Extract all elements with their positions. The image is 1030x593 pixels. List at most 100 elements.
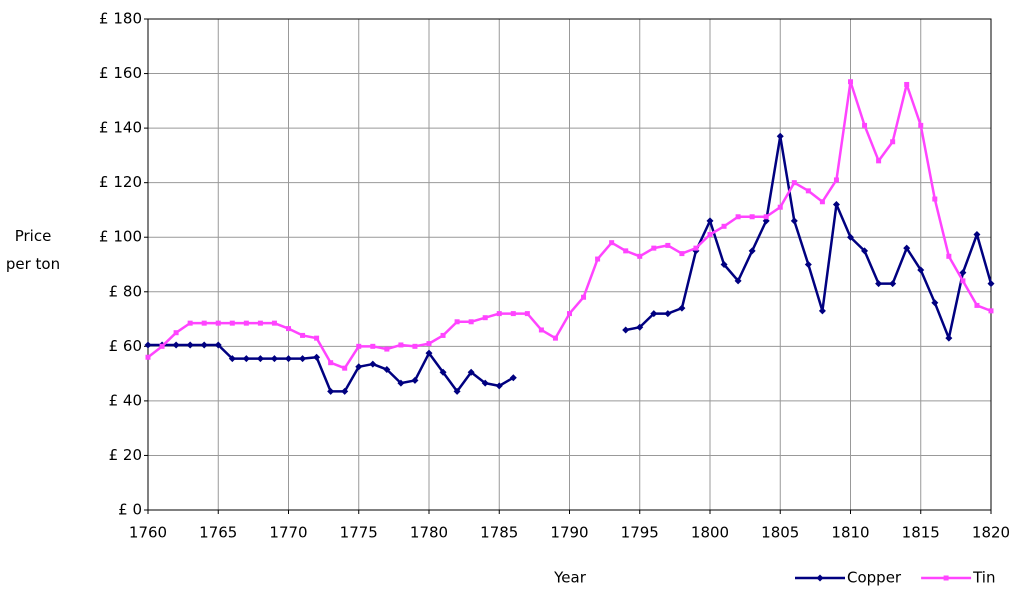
point [748, 247, 756, 255]
y-tick-label: £ 60 [109, 337, 142, 355]
point [425, 349, 433, 357]
point [721, 223, 727, 229]
point [229, 320, 235, 326]
point [776, 132, 784, 140]
point [945, 334, 953, 342]
point [481, 379, 489, 387]
x-tick-label: 1795 [621, 524, 659, 542]
point [931, 299, 939, 307]
point [833, 177, 839, 183]
point [665, 242, 671, 248]
point [567, 311, 572, 317]
point [187, 320, 193, 326]
point [355, 363, 363, 371]
point [988, 308, 994, 314]
point [875, 280, 883, 288]
point [974, 302, 980, 308]
point [791, 180, 797, 186]
x-tick-label: 1810 [831, 524, 869, 542]
point [186, 341, 194, 349]
point [145, 354, 151, 360]
x-tick-label: 1785 [480, 524, 518, 542]
x-tick-label: 1790 [550, 524, 588, 542]
point [932, 196, 938, 202]
point [903, 244, 911, 252]
x-axis-label: Year [553, 569, 587, 587]
point [228, 355, 236, 363]
point [482, 315, 488, 321]
point [300, 332, 306, 338]
y-tick-label: £ 180 [99, 10, 142, 28]
point [904, 81, 910, 87]
y-tick-label: £ 40 [109, 391, 142, 409]
point [637, 253, 643, 259]
y-tick-label: £ 120 [99, 173, 142, 191]
point [384, 346, 390, 352]
point [848, 79, 853, 85]
point [651, 245, 657, 251]
point [243, 320, 249, 326]
point [735, 214, 741, 220]
point [706, 217, 714, 225]
point [861, 247, 869, 255]
point [286, 326, 291, 332]
point [890, 139, 896, 145]
point [453, 387, 461, 395]
x-tick-label: 1780 [410, 524, 448, 542]
point [832, 200, 840, 208]
point [144, 341, 152, 349]
point [946, 253, 952, 259]
y-tick-label: £ 160 [99, 64, 142, 82]
y-tick-label: £ 0 [118, 501, 142, 519]
point [777, 204, 783, 210]
point [581, 294, 587, 300]
point [818, 307, 826, 315]
point [172, 341, 180, 349]
point [412, 343, 418, 349]
y-tick-label: £ 140 [99, 119, 142, 137]
x-tick-label: 1770 [269, 524, 307, 542]
point [200, 341, 208, 349]
point [650, 310, 658, 318]
point [440, 332, 446, 338]
legend-marker [816, 574, 824, 582]
point [159, 343, 165, 349]
point [790, 217, 798, 225]
point [763, 214, 769, 220]
point [804, 261, 812, 268]
point [510, 311, 516, 317]
point [214, 341, 222, 349]
point [411, 376, 419, 384]
y-tick-label: £ 20 [109, 446, 142, 464]
point [173, 330, 179, 336]
point [201, 320, 207, 326]
legend-label: Tin [972, 569, 995, 587]
point [636, 323, 644, 331]
point [439, 368, 447, 376]
y-axis-label: Price per ton [5, 227, 61, 273]
y-tick-label: £ 80 [109, 282, 142, 300]
point [271, 320, 277, 326]
point [678, 304, 686, 312]
point [496, 311, 502, 317]
point [918, 122, 924, 128]
point [398, 342, 404, 348]
point [805, 188, 811, 194]
x-tick-label: 1760 [129, 524, 167, 542]
point [256, 355, 264, 363]
point [819, 199, 825, 205]
point [889, 280, 897, 288]
point [467, 368, 475, 376]
point [679, 251, 685, 257]
x-tick-label: 1805 [761, 524, 799, 542]
point [397, 379, 405, 387]
point [862, 122, 868, 128]
point [369, 360, 377, 368]
point [509, 374, 517, 382]
point [524, 311, 530, 317]
point [707, 231, 713, 237]
point [314, 335, 320, 341]
point [622, 326, 630, 334]
x-tick-label: 1815 [902, 524, 940, 542]
point [454, 319, 460, 325]
